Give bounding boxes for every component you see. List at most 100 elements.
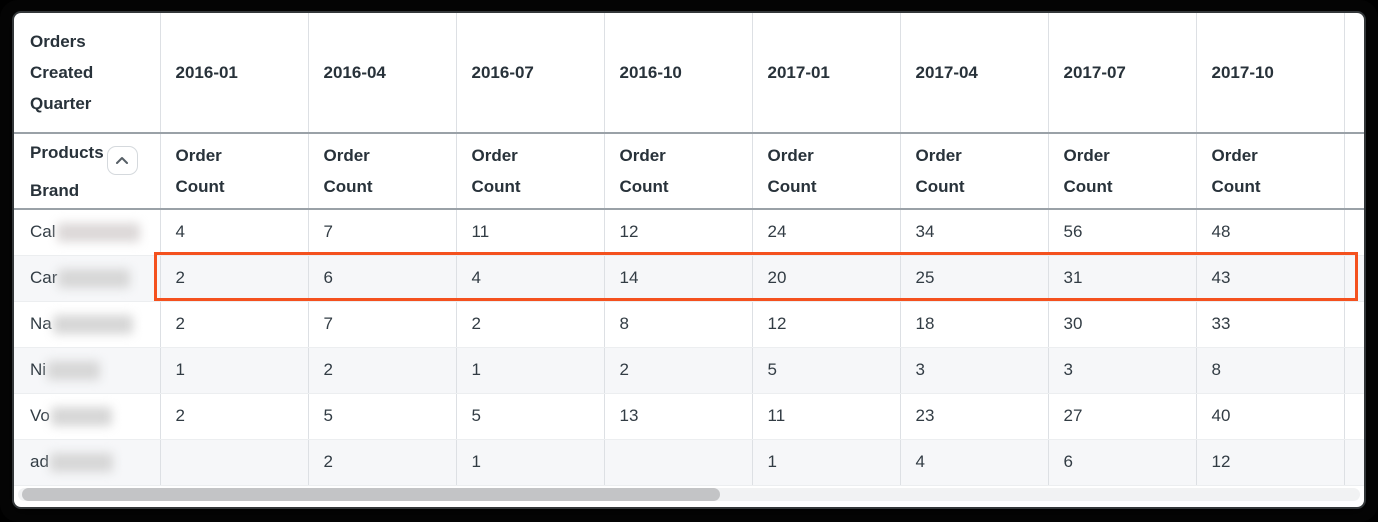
order-count-cell bbox=[603, 439, 752, 486]
order-count-cell: 5 bbox=[455, 393, 604, 440]
measure-header: Order Count bbox=[1195, 133, 1344, 210]
clipped-column-header bbox=[1343, 133, 1364, 210]
order-count-cell: 2 bbox=[307, 439, 456, 486]
order-count-cell: 33 bbox=[1195, 301, 1344, 348]
corner-header: Orders Created Quarter bbox=[14, 13, 160, 134]
table-row: Na 2 7 2 8 12 18 30 33 bbox=[14, 301, 1364, 348]
measure-header: Order Count bbox=[159, 133, 308, 210]
order-count-cell: 4 bbox=[455, 255, 604, 302]
redacted-brand-name bbox=[50, 407, 112, 426]
quarter-column-header: 2017-01 bbox=[751, 13, 900, 134]
clipped-cell bbox=[1343, 301, 1364, 348]
measure-header: Order Count bbox=[751, 133, 900, 210]
collapse-button[interactable] bbox=[106, 145, 138, 175]
order-count-cell: 24 bbox=[751, 209, 900, 256]
quarter-column-header: 2016-04 bbox=[307, 13, 456, 134]
order-count-cell: 11 bbox=[455, 209, 604, 256]
measure-header: Order Count bbox=[603, 133, 752, 210]
order-count-cell: 14 bbox=[603, 255, 752, 302]
brand-prefix: Vo bbox=[30, 405, 50, 425]
order-count-cell: 2 bbox=[307, 347, 456, 394]
order-count-cell: 34 bbox=[899, 209, 1048, 256]
order-count-cell: 2 bbox=[159, 393, 308, 440]
order-count-cell: 8 bbox=[1195, 347, 1344, 394]
brand-prefix: Ni bbox=[30, 359, 47, 379]
order-count-cell: 40 bbox=[1195, 393, 1344, 440]
clipped-column-header bbox=[1343, 13, 1364, 134]
brand-prefix: Na bbox=[30, 313, 52, 333]
clipped-cell bbox=[1343, 347, 1364, 394]
order-count-cell: 2 bbox=[159, 255, 308, 302]
redacted-brand-name bbox=[49, 453, 113, 472]
pivot-table-window: Orders Created Quarter 2016-01 2016-04 2016… bbox=[14, 13, 1364, 507]
chevron-up-icon bbox=[115, 156, 129, 165]
order-count-cell: 1 bbox=[751, 439, 900, 486]
order-count-cell: 5 bbox=[751, 347, 900, 394]
order-count-cell: 1 bbox=[455, 439, 604, 486]
brand-cell: Cal bbox=[14, 209, 160, 256]
table-row: Ni 1 2 1 2 5 3 3 8 bbox=[14, 347, 1364, 394]
row-dimension-word: Products bbox=[30, 142, 104, 162]
table-row: ad 2 1 1 4 6 12 bbox=[14, 439, 1364, 486]
order-count-cell: 48 bbox=[1195, 209, 1344, 256]
clipped-cell bbox=[1343, 209, 1364, 256]
order-count-cell: 5 bbox=[307, 393, 456, 440]
order-count-cell: 20 bbox=[751, 255, 900, 302]
order-count-cell: 7 bbox=[307, 209, 456, 256]
quarter-column-header: 2016-07 bbox=[455, 13, 604, 134]
brand-prefix: ad bbox=[30, 451, 49, 471]
redacted-brand-name bbox=[56, 223, 140, 243]
horizontal-scrollbar[interactable] bbox=[18, 488, 1360, 501]
order-count-cell: 11 bbox=[751, 393, 900, 440]
order-count-cell bbox=[159, 439, 308, 486]
clipped-cell bbox=[1343, 393, 1364, 440]
measure-header: Order Count bbox=[899, 133, 1048, 210]
order-count-cell: 3 bbox=[1047, 347, 1196, 394]
order-count-cell: 6 bbox=[1047, 439, 1196, 486]
table-row: Cal 4 7 11 12 24 34 56 48 bbox=[14, 209, 1364, 256]
order-count-cell: 12 bbox=[751, 301, 900, 348]
order-count-cell: 13 bbox=[603, 393, 752, 440]
measure-header: Order Count bbox=[455, 133, 604, 210]
order-count-cell: 56 bbox=[1047, 209, 1196, 256]
order-count-cell: 30 bbox=[1047, 301, 1196, 348]
measure-header-row: Products Brand Order Count Order Count Order… bbox=[14, 133, 1364, 210]
order-count-cell: 7 bbox=[307, 301, 456, 348]
order-count-cell: 31 bbox=[1047, 255, 1196, 302]
order-count-cell: 4 bbox=[159, 209, 308, 256]
row-dimension-header: Products Brand bbox=[14, 133, 160, 210]
order-count-cell: 1 bbox=[159, 347, 308, 394]
quarter-header-row: Orders Created Quarter 2016-01 2016-04 2016… bbox=[14, 13, 1364, 134]
clipped-cell bbox=[1343, 439, 1364, 486]
brand-cell: Ni bbox=[14, 347, 160, 394]
order-count-cell: 23 bbox=[899, 393, 1048, 440]
order-count-cell: 3 bbox=[899, 347, 1048, 394]
brand-prefix: Cal bbox=[30, 222, 56, 242]
order-count-cell: 18 bbox=[899, 301, 1048, 348]
measure-header: Order Count bbox=[1047, 133, 1196, 210]
order-count-cell: 1 bbox=[455, 347, 604, 394]
order-count-cell: 12 bbox=[1195, 439, 1344, 486]
order-count-cell: 43 bbox=[1195, 255, 1344, 302]
brand-cell: Na bbox=[14, 301, 160, 348]
quarter-column-header: 2016-10 bbox=[603, 13, 752, 134]
order-count-cell: 2 bbox=[455, 301, 604, 348]
order-count-cell: 12 bbox=[603, 209, 752, 256]
row-dimension-word: Brand bbox=[30, 180, 80, 200]
brand-prefix: Car bbox=[30, 267, 58, 287]
quarter-column-header: 2017-04 bbox=[899, 13, 1048, 134]
redacted-brand-name bbox=[52, 315, 133, 334]
order-count-cell: 6 bbox=[307, 255, 456, 302]
order-count-cell: 2 bbox=[159, 301, 308, 348]
order-count-cell: 4 bbox=[899, 439, 1048, 486]
redacted-brand-name bbox=[47, 361, 101, 380]
brand-cell: Car bbox=[14, 255, 160, 302]
scrollbar-thumb[interactable] bbox=[22, 488, 720, 501]
quarter-column-header: 2017-10 bbox=[1195, 13, 1344, 134]
order-count-cell: 8 bbox=[603, 301, 752, 348]
brand-cell: ad bbox=[14, 439, 160, 486]
pivot-table: Orders Created Quarter 2016-01 2016-04 2016… bbox=[14, 13, 1364, 486]
measure-header: Order Count bbox=[307, 133, 456, 210]
quarter-column-header: 2016-01 bbox=[159, 13, 308, 134]
